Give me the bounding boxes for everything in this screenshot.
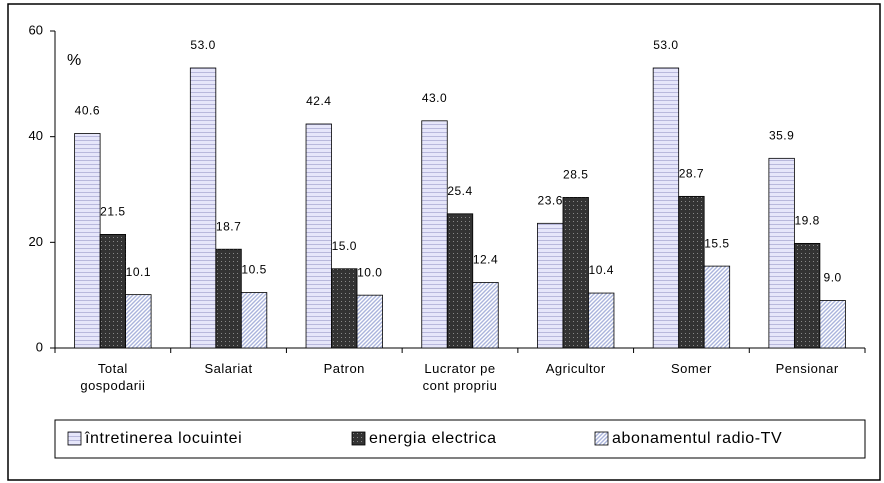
bar <box>356 294 383 349</box>
value-label: 15.5 <box>704 236 729 250</box>
value-label: 42.4 <box>306 94 331 108</box>
y-tick-label: 20 <box>29 234 43 249</box>
bar <box>74 133 101 349</box>
x-tick-label: Total gospodarii <box>80 361 146 393</box>
bar <box>768 157 795 349</box>
bar <box>331 268 358 349</box>
x-tick-label: Salariat <box>204 361 253 376</box>
chart-frame <box>7 3 881 481</box>
value-label: 40.6 <box>75 104 100 118</box>
value-label: 10.1 <box>126 265 151 279</box>
value-label: 10.4 <box>589 263 614 277</box>
x-tick-label: Patron <box>323 361 365 376</box>
bar <box>446 213 474 349</box>
bar <box>99 234 127 349</box>
y-tick-label: 40 <box>29 128 43 143</box>
value-label: 10.5 <box>241 263 266 277</box>
bar <box>125 294 152 349</box>
bar <box>537 222 564 349</box>
x-tick-label: Somer <box>671 361 712 376</box>
y-tick-label: 0 <box>36 339 43 354</box>
bar <box>793 242 821 349</box>
value-label: 43.0 <box>422 91 447 105</box>
bar <box>421 120 448 349</box>
bar <box>472 282 499 349</box>
legend-label: întretinerea locuintei <box>84 430 242 447</box>
bar <box>678 195 705 349</box>
value-label: 10.0 <box>357 265 382 279</box>
value-label: 15.0 <box>332 239 357 253</box>
legend-swatch <box>594 431 609 446</box>
bar <box>703 265 731 349</box>
x-tick-label: Pensionar <box>775 361 839 376</box>
value-label: 19.8 <box>794 214 819 228</box>
x-tick-label: Lucrator pe cont propriu <box>422 361 498 393</box>
bar <box>562 197 589 349</box>
bar <box>215 248 242 349</box>
legend-label: energia electrica <box>369 430 497 447</box>
value-label: 18.7 <box>216 219 241 233</box>
value-label: 35.9 <box>769 129 794 143</box>
value-label: 23.6 <box>538 193 563 207</box>
legend-swatch <box>67 431 82 446</box>
value-label: 53.0 <box>653 38 678 52</box>
value-label: 25.4 <box>447 184 472 198</box>
y-tick-label: 60 <box>29 22 43 37</box>
legend-swatch <box>351 431 366 446</box>
bar <box>240 292 268 349</box>
legend-label: abonamentul radio-TV <box>612 430 782 447</box>
bar <box>588 292 615 349</box>
value-label: 28.7 <box>679 167 704 181</box>
x-tick-label: Agricultor <box>545 361 606 376</box>
value-label: 21.5 <box>100 205 125 219</box>
value-label: 28.5 <box>563 168 588 182</box>
bar <box>819 300 846 349</box>
value-label: 9.0 <box>824 271 842 285</box>
legend-box <box>54 419 866 459</box>
value-label: 53.0 <box>190 38 215 52</box>
annotation: % <box>67 52 81 69</box>
bar <box>652 67 680 349</box>
bar <box>189 67 217 349</box>
value-label: 12.4 <box>473 253 498 267</box>
bar <box>305 123 332 349</box>
